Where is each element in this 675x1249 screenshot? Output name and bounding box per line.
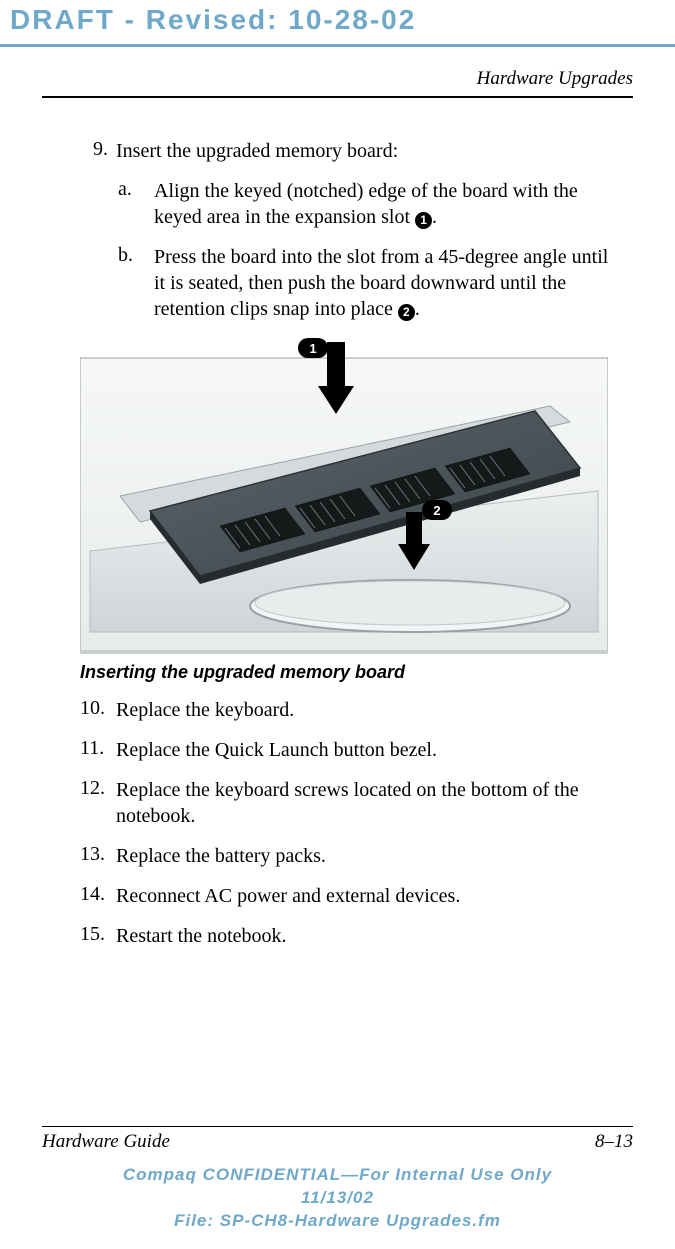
step-12: 12. Replace the keyboard screws located … [80,777,615,829]
step-13: 13. Replace the battery packs. [80,843,615,869]
step-9b-letter: b. [118,244,140,322]
step-14-text: Reconnect AC power and external devices. [116,883,615,909]
step-9-text: Insert the upgraded memory board: [116,138,615,164]
footer-conf-line2: 11/13/02 [0,1187,675,1210]
step-11: 11. Replace the Quick Launch button beze… [80,737,615,763]
step-12-text: Replace the keyboard screws located on t… [116,777,615,829]
footer-rule [42,1126,633,1127]
footer-conf-line3: File: SP-CH8-Hardware Upgrades.fm [0,1210,675,1233]
step-9-substeps: a. Align the keyed (notched) edge of the… [118,178,615,322]
figure-label-1: 1 [309,341,316,356]
step-11-number: 11. [80,737,116,763]
step-12-number: 12. [80,777,116,829]
step-9-number: 9. [80,138,108,164]
step-14-number: 14. [80,883,116,909]
footer-conf-line1: Compaq CONFIDENTIAL—For Internal Use Onl… [0,1164,675,1187]
figure-label-2: 2 [433,503,440,518]
draft-banner: DRAFT - Revised: 10-28-02 [0,0,675,47]
step-9a-after: . [432,206,437,228]
step-9b-before: Press the board into the slot from a 45-… [154,246,608,320]
footer-line: Hardware Guide 8–13 [42,1131,633,1153]
step-15-number: 15. [80,923,116,949]
step-15: 15. Restart the notebook. [80,923,615,949]
step-11-text: Replace the Quick Launch button bezel. [116,737,615,763]
content-area: 9. Insert the upgraded memory board: a. … [80,138,615,963]
figure-svg: 1 2 [80,336,608,654]
figure-memory-board: 1 2 [80,336,615,654]
header-rule [42,96,633,98]
step-9b: b. Press the board into the slot from a … [118,244,615,322]
footer-left: Hardware Guide [42,1131,170,1153]
step-9a-before: Align the keyed (notched) edge of the bo… [154,180,578,228]
step-10: 10. Replace the keyboard. [80,697,615,723]
footer-right: 8–13 [595,1131,633,1153]
step-9a-letter: a. [118,178,140,230]
step-9b-after: . [415,298,420,320]
step-13-number: 13. [80,843,116,869]
step-15-text: Restart the notebook. [116,923,615,949]
callout-bullet-1-inline: 1 [415,212,432,229]
step-10-text: Replace the keyboard. [116,697,615,723]
step-9: 9. Insert the upgraded memory board: [80,138,615,164]
figure-caption: Inserting the upgraded memory board [80,662,615,683]
step-9a: a. Align the keyed (notched) edge of the… [118,178,615,230]
step-9a-text: Align the keyed (notched) edge of the bo… [154,178,615,230]
step-14: 14. Reconnect AC power and external devi… [80,883,615,909]
step-9b-text: Press the board into the slot from a 45-… [154,244,615,322]
step-13-text: Replace the battery packs. [116,843,615,869]
step-10-number: 10. [80,697,116,723]
header-section-title: Hardware Upgrades [477,68,633,90]
callout-bullet-2-inline: 2 [398,304,415,321]
footer-confidential: Compaq CONFIDENTIAL—For Internal Use Onl… [0,1164,675,1233]
